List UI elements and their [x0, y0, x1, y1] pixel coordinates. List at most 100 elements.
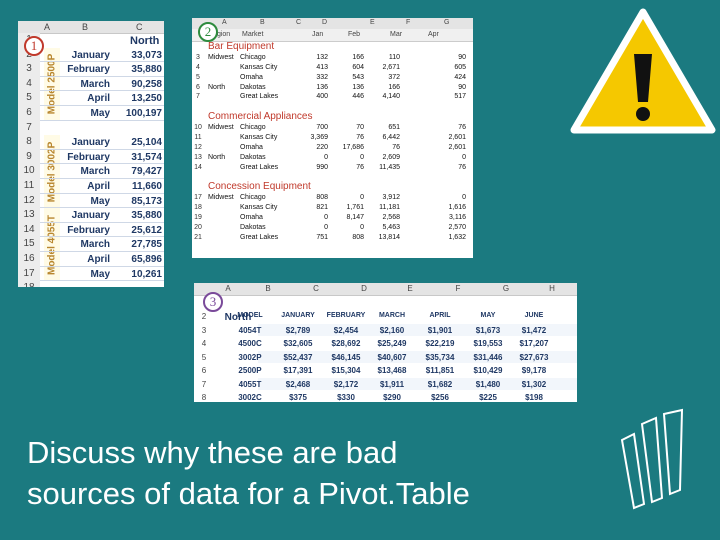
row-divider [40, 119, 164, 121]
row-stripe [258, 391, 577, 402]
value-cell: 70 [356, 124, 364, 132]
column-header: C [136, 22, 143, 32]
value-cell: 90 [458, 83, 466, 91]
value-cell: 166 [388, 83, 400, 91]
row-number: 9 [18, 149, 40, 165]
sheet-title: North [130, 35, 160, 47]
column-header: B [82, 22, 89, 32]
row-stripe [258, 337, 577, 349]
region-cell: North [208, 153, 226, 161]
table-cell: $10,429 [473, 366, 503, 375]
row-divider [40, 75, 164, 77]
value-cell: 821 [316, 204, 328, 212]
value-cell: 76 [458, 124, 466, 132]
row-number: 3 [196, 54, 200, 62]
row-number: 10 [194, 124, 202, 132]
value-cell: 11,660 [131, 181, 162, 192]
region-cell: Midwest [208, 194, 234, 202]
column-header: H [549, 284, 555, 293]
value-cell: 808 [352, 233, 364, 241]
table-cell: $1,901 [427, 325, 453, 335]
value-cell: 2,601 [448, 134, 466, 142]
row-number: 7 [18, 120, 40, 136]
value-cell: 2,601 [448, 143, 466, 151]
table-cell: $19,553 [473, 339, 503, 348]
column-header: G [502, 284, 510, 293]
value-cell: 11,435 [379, 163, 400, 171]
table-cell: 4055T [238, 379, 262, 389]
section-title: Bar Equipment [208, 41, 275, 52]
month-cell: April [87, 254, 110, 265]
table-cell: $375 [289, 393, 307, 402]
row-number: 10 [18, 164, 40, 179]
section-title: Concession Equipment [208, 181, 311, 193]
table-header: JUNE [524, 312, 544, 319]
value-cell: 136 [316, 83, 328, 91]
table-cell: 3002C [238, 393, 262, 402]
section-title: Commercial Appliances [208, 111, 313, 123]
field-header-row: Region Market Jan Feb Mar Apr [192, 29, 473, 42]
month-cell: February [67, 64, 110, 76]
row-number: 8 [201, 393, 207, 402]
column-header: A [225, 284, 231, 293]
field-header: Apr [428, 31, 439, 38]
value-cell: 2,671 [382, 64, 400, 72]
row-stripe [258, 323, 577, 336]
value-cell: 35,880 [131, 210, 162, 222]
value-cell: 17,686 [342, 143, 364, 151]
table-header: MARCH [378, 312, 406, 319]
table-cell: $1,682 [427, 379, 453, 389]
column-header: G [444, 19, 450, 26]
row-number: 15 [18, 237, 40, 252]
table-cell: $27,673 [519, 352, 549, 362]
value-cell: 413 [316, 64, 328, 72]
row-number: 4 [196, 64, 200, 72]
month-cell: February [67, 224, 110, 236]
value-cell: 0 [462, 153, 466, 161]
value-cell: 2,568 [382, 213, 400, 221]
value-cell: 35,880 [131, 64, 162, 76]
row-number: 6 [196, 83, 200, 91]
table-cell: $2,454 [333, 325, 359, 335]
sheet-title: North [224, 312, 252, 323]
value-cell: 1,761 [346, 204, 364, 212]
market-cell: Great Lakes [240, 93, 279, 101]
market-cell: Omaha [240, 213, 263, 221]
month-cell: May [90, 195, 110, 207]
value-cell: 65,896 [131, 254, 162, 265]
month-cell: March [80, 239, 110, 251]
value-cell: 332 [316, 73, 328, 81]
table-cell: 3002P [238, 352, 262, 362]
value-cell: 79,427 [131, 166, 162, 178]
value-cell: 751 [316, 233, 328, 241]
value-cell: 166 [352, 54, 364, 62]
value-cell: 424 [454, 73, 466, 81]
row-number: 18 [18, 281, 40, 287]
value-cell: 10,261 [131, 268, 162, 280]
month-cell: April [87, 93, 110, 105]
warning-icon [570, 8, 716, 134]
table-cell: 4054T [238, 325, 262, 335]
table-cell: $9,178 [521, 366, 547, 375]
market-cell: Dakotas [240, 153, 266, 161]
row-number: 4 [18, 76, 40, 92]
value-cell: 25,612 [131, 224, 162, 236]
month-cell: March [80, 166, 110, 178]
spreadsheet-screenshot-2: A B C D E F G Region Market Jan Feb Mar Apr Bar Equip… [192, 18, 473, 258]
row-number: 17 [194, 194, 202, 202]
caption: Discuss why these are bad sources of dat… [27, 432, 587, 514]
table-header: FEBRUARY [326, 312, 366, 319]
table-cell: $2,468 [285, 379, 311, 389]
row-divider [40, 178, 164, 179]
month-cell: January [71, 137, 110, 149]
column-header-row: A B C D E F G H [194, 283, 577, 296]
value-cell: 2,570 [448, 223, 466, 231]
table-header: APRIL [429, 312, 451, 319]
value-cell: 4,140 [382, 93, 400, 101]
table-cell: $17,207 [519, 339, 549, 348]
value-cell: 25,104 [131, 137, 162, 149]
month-cell: May [90, 268, 110, 280]
table-cell: $22,219 [425, 339, 455, 348]
spreadsheet-screenshot-3: ABCDEFGH1North2MODELJANUARYFEBRUARYMARCH… [194, 283, 577, 402]
market-cell: Omaha [240, 143, 263, 151]
